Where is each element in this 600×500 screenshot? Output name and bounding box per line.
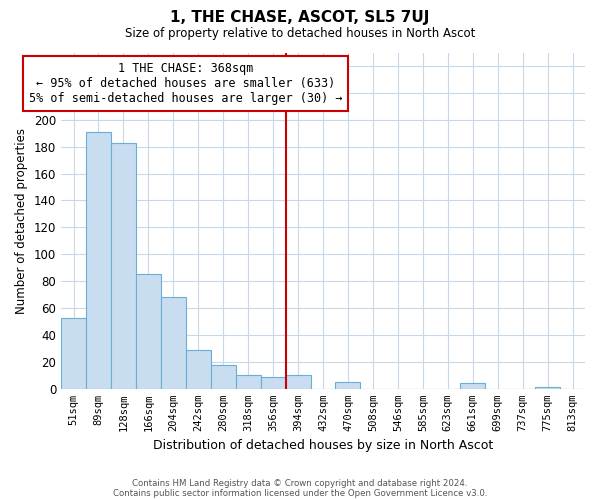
Bar	[236, 376, 260, 389]
Bar	[260, 376, 286, 389]
Bar	[211, 364, 236, 389]
Y-axis label: Number of detached properties: Number of detached properties	[15, 128, 28, 314]
Bar	[286, 376, 311, 389]
Bar	[136, 274, 161, 389]
Bar	[335, 382, 361, 389]
Text: Size of property relative to detached houses in North Ascot: Size of property relative to detached ho…	[125, 28, 475, 40]
Text: Contains HM Land Registry data © Crown copyright and database right 2024.: Contains HM Land Registry data © Crown c…	[132, 478, 468, 488]
Bar	[161, 298, 186, 389]
Text: Contains public sector information licensed under the Open Government Licence v3: Contains public sector information licen…	[113, 488, 487, 498]
Bar	[86, 132, 111, 389]
Bar	[460, 384, 485, 389]
Text: 1, THE CHASE, ASCOT, SL5 7UJ: 1, THE CHASE, ASCOT, SL5 7UJ	[170, 10, 430, 25]
Bar	[111, 142, 136, 389]
X-axis label: Distribution of detached houses by size in North Ascot: Distribution of detached houses by size …	[153, 440, 493, 452]
Text: 1 THE CHASE: 368sqm
← 95% of detached houses are smaller (633)
5% of semi-detach: 1 THE CHASE: 368sqm ← 95% of detached ho…	[29, 62, 343, 105]
Bar	[61, 318, 86, 389]
Bar	[535, 388, 560, 389]
Bar	[186, 350, 211, 389]
